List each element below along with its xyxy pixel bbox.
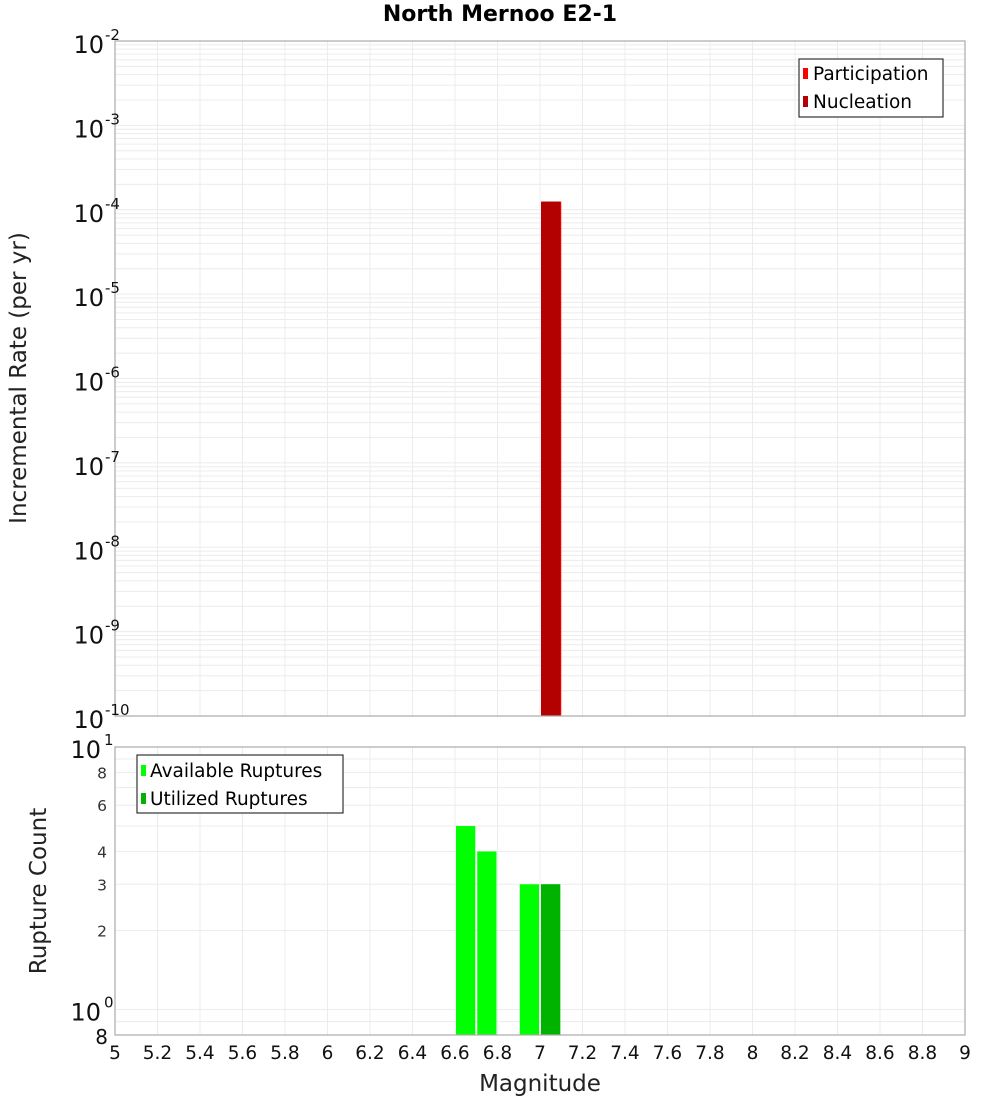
svg-text:-9: -9 [105,617,120,635]
top-legend: Participation Nucleation [798,58,944,118]
x-tick-label: 8.6 [865,1043,894,1064]
x-tick-label: 9 [959,1043,971,1064]
x-tick-label: 7 [534,1043,546,1064]
svg-text:-4: -4 [105,195,120,213]
bottom-y-axis-label: Rupture Count [26,808,52,974]
x-tick-label: 7.6 [653,1043,682,1064]
svg-text:10: 10 [73,706,104,734]
legend-swatch [803,96,808,107]
y-tick-label: 6 [97,797,107,815]
available-ruptures-bar [519,884,539,1035]
svg-text:10: 10 [73,115,104,143]
bottom-plot-bars [456,826,561,1035]
svg-text:-2: -2 [105,26,120,44]
svg-text:10: 10 [70,736,101,764]
chart-title: North Mernoo E2-1 [382,2,618,27]
top-plot-frame [114,40,966,717]
y-tick-label: 8 [97,764,107,782]
svg-text:10: 10 [73,369,104,397]
available-ruptures-bar [456,826,476,1035]
y-tick-label: 8 [95,1025,108,1049]
svg-text:-3: -3 [105,110,120,128]
y-tick-label: 3 [97,876,107,894]
x-tick-label: 5.6 [228,1043,257,1064]
x-tick-label: 8.4 [823,1043,852,1064]
legend-label: Nucleation [813,92,912,113]
bottom-legend: Available Ruptures Utilized Ruptures [136,754,344,814]
y-tick-label: 10 -9 [73,617,120,650]
svg-text:10: 10 [73,31,104,59]
svg-text:-8: -8 [105,532,120,550]
y-tick-label: 10 -3 [73,110,120,143]
x-tick-label: 7.2 [568,1043,597,1064]
legend-label: Participation [813,64,929,85]
y-tick-label: 10 -7 [73,448,120,481]
svg-text:10: 10 [73,622,104,650]
x-tick-label: 6.2 [355,1043,384,1064]
x-tick-label: 7.4 [610,1043,639,1064]
y-tick-label: 10 -2 [73,26,120,59]
legend-swatch [141,793,146,804]
svg-text:-7: -7 [105,448,120,466]
x-tick-label: 8.2 [780,1043,809,1064]
top-plot-grid [115,41,966,717]
x-tick-label: 6.4 [398,1043,427,1064]
x-axis-ticks: 5 5.2 5.4 5.6 5.8 6 6.2 6.4 6.6 6.8 7 7.2 7.4 7.6 7.8 8… [109,1043,971,1064]
x-tick-label: 5.2 [143,1043,172,1064]
utilized-ruptures-bar [541,884,561,1035]
bottom-plot-frame [114,746,966,1036]
x-tick-label: 6 [322,1043,334,1064]
y-tick-label: 4 [97,843,107,861]
x-tick-label: 8.8 [908,1043,937,1064]
svg-text:10: 10 [73,453,104,481]
y-tick-label: 10 -5 [73,279,120,312]
svg-text:0: 0 [104,994,114,1012]
available-ruptures-bar [477,851,497,1035]
x-tick-label: 7.8 [695,1043,724,1064]
y-tick-label: 10 1 [70,731,113,764]
x-tick-label: 8 [747,1043,759,1064]
svg-text:-10: -10 [105,701,130,719]
y-tick-label: 10 -4 [73,195,120,228]
top-plot-bars [541,201,562,716]
svg-text:-6: -6 [105,364,120,382]
x-axis-label: Magnitude [479,1071,601,1097]
svg-text:10: 10 [73,200,104,228]
legend-swatch [803,68,808,79]
top-y-axis-label: Incremental Rate (per yr) [6,232,32,524]
legend-swatch [141,765,146,776]
x-tick-label: 5.4 [185,1043,214,1064]
y-tick-label: 2 [97,923,107,941]
x-tick-label: 5.8 [270,1043,299,1064]
svg-text:10: 10 [73,284,104,312]
svg-text:1: 1 [104,731,114,749]
svg-text:10: 10 [70,999,101,1027]
y-tick-label: 10 -6 [73,364,120,397]
y-tick-label: 10 -10 [73,701,129,734]
y-tick-label: 10 0 [70,994,113,1027]
y-tick-label: 10 -8 [73,532,120,565]
top-y-axis-ticks: 10-210-310-410-510-610-710-810-910-10 [73,26,129,734]
x-tick-label: 6.8 [483,1043,512,1064]
svg-text:10: 10 [73,537,104,565]
svg-text:-5: -5 [105,279,120,297]
x-tick-label: 5 [109,1043,121,1064]
legend-label: Utilized Ruptures [150,789,308,810]
nucleation-bar [541,201,561,716]
x-tick-label: 6.6 [440,1043,469,1064]
legend-label: Available Ruptures [150,761,322,782]
